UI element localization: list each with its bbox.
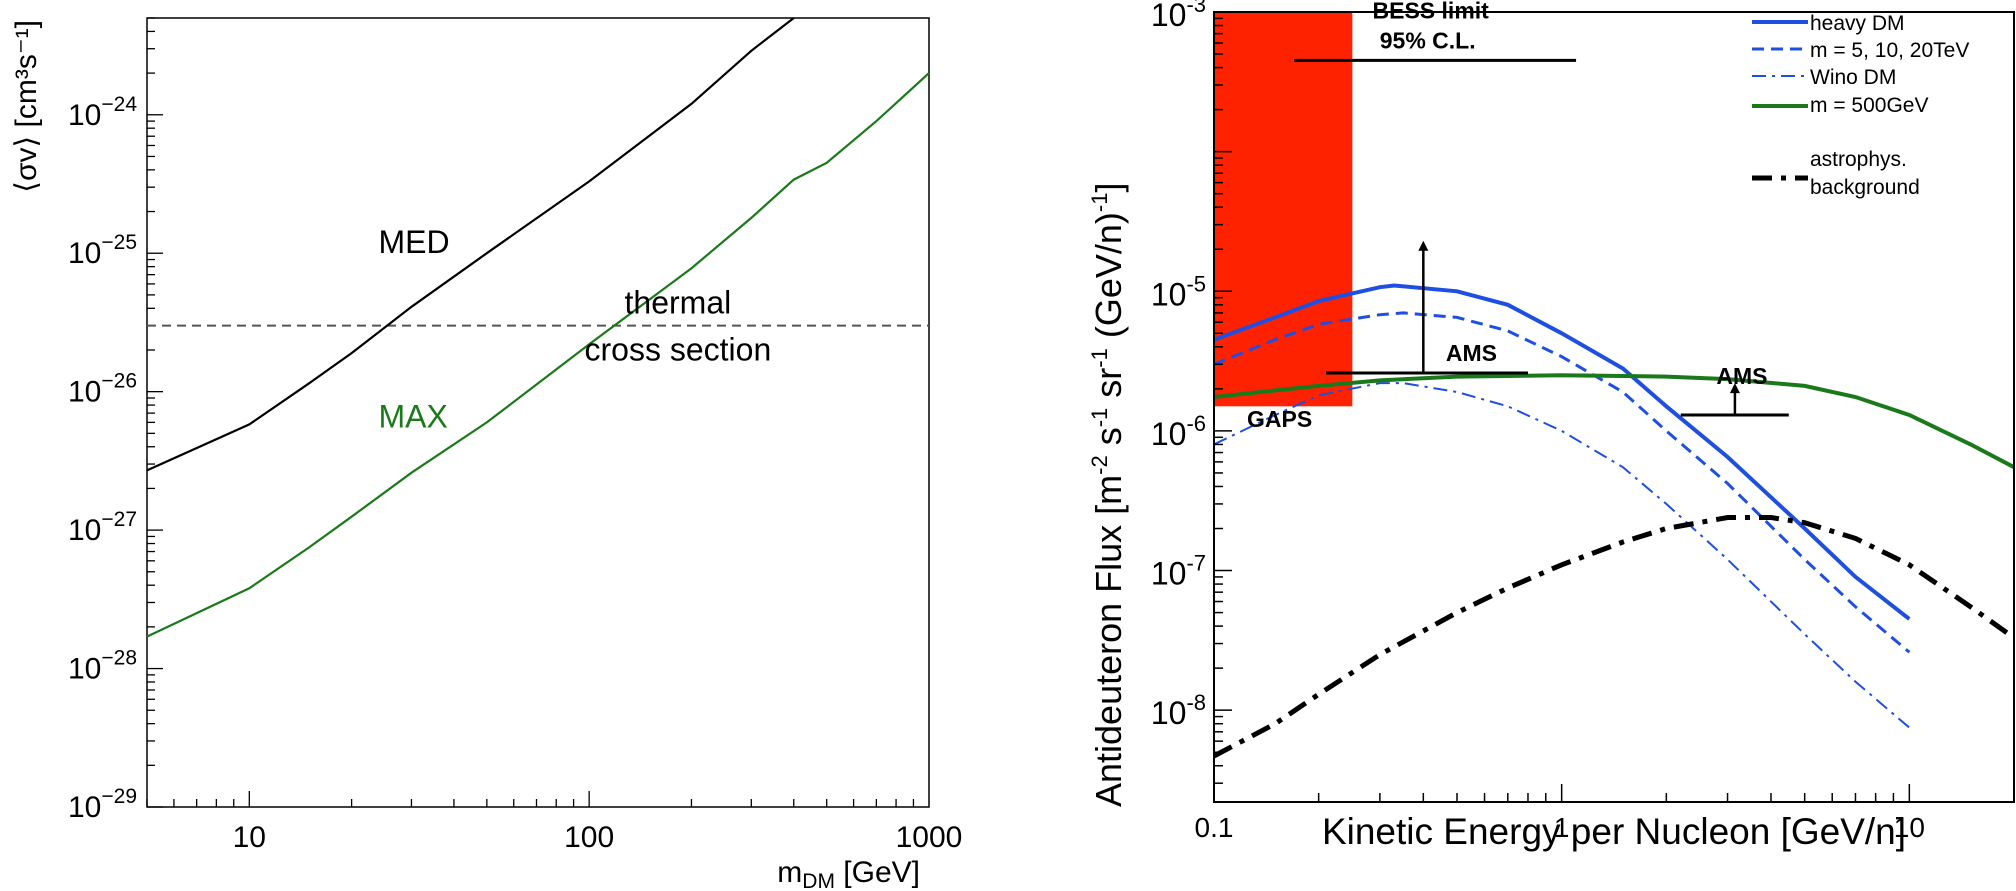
legend-label: background (1810, 176, 1920, 199)
y-tick-label: 10-7 (1151, 551, 1206, 592)
tick-labels-right: 0.1 1 10 10-8 10-7 10-6 10-5 10-3 (1151, 0, 1925, 843)
axis-ticks-right (1213, 17, 2015, 802)
y-tick-label: 10-6 (1151, 411, 1206, 452)
legend-label: heavy DM (1810, 12, 1905, 35)
limit-arrow-head (1418, 240, 1429, 251)
x-axis-label-left: mDM [GeV] (777, 856, 920, 891)
legend-label: m = 500GeV (1810, 94, 1928, 117)
x-tick-label: 1000 (896, 821, 963, 854)
legend-label: astrophys. (1810, 148, 1907, 171)
y-tick-label: 10−28 (68, 647, 137, 686)
legend-right: heavy DM m = 5, 10, 20TeV Wino DM m = 500Ge… (1752, 12, 1969, 199)
gaps-region-group (1214, 12, 1353, 407)
x-tick-label: 10 (1894, 812, 1925, 843)
series-line-max (146, 72, 930, 638)
chart-left: 10 100 100010−2910−2810−2710−2610−2510−24 … (10, 17, 962, 891)
axis-ticks-left (146, 17, 915, 808)
y-tick-label: 10−27 (68, 508, 137, 547)
legend-label: Wino DM (1810, 66, 1896, 89)
tick-labels-left: 10 100 1000 10−29 10−28 10−27 10−26 10−25 10−24 (68, 93, 962, 854)
plot-frame-left (146, 17, 930, 808)
y-tick-label: 10-3 (1151, 0, 1206, 33)
y-axis-label-left: ⟨σv⟩ [cm³s⁻¹] (10, 20, 43, 193)
reference-label-line1: thermal (625, 285, 732, 321)
gaps-label: GAPS (1247, 406, 1312, 432)
y-tick-label: 10-8 (1151, 690, 1206, 731)
series-line-med (146, 17, 795, 472)
x-tick-label: 1 (1554, 812, 1570, 843)
x-tick-label: 100 (564, 821, 614, 854)
series-line-2 (1213, 382, 1910, 729)
gaps-region (1214, 12, 1353, 407)
plot-frame-right (1213, 11, 2015, 803)
y-tick-label: 10−29 (68, 785, 137, 824)
series-line-1 (1213, 311, 1911, 654)
annotation-max: MAX (379, 399, 448, 435)
y-tick-label: 10-5 (1151, 271, 1206, 312)
y-tick-label: 10−25 (68, 231, 137, 270)
y-tick-label: 10−26 (68, 370, 137, 409)
y-tick-label: 10−24 (68, 93, 137, 132)
x-tick-label: 10 (233, 821, 266, 854)
limit-arrow-head (1729, 383, 1740, 394)
series-group-right (1212, 283, 2016, 759)
y-axis-label-right: Antideuteron Flux [m-2 s-1 sr-1 (GeV/n)-… (1087, 183, 1129, 807)
series-line-0 (1213, 283, 1911, 621)
x-axis-label-right: Kinetic Energy per Nucleon [GeV/n] (1322, 811, 1906, 852)
annotation-med: MED (379, 224, 450, 260)
reference-label-line2: cross section (585, 332, 772, 368)
limit-label-ams: AMS (1446, 340, 1497, 366)
limit-label-ams: AMS (1716, 363, 1767, 389)
limit-label-bess-cl: 95% C.L. (1380, 27, 1476, 53)
series-line-3 (1213, 373, 2015, 469)
series-group-left (146, 17, 930, 638)
x-tick-label: 0.1 (1195, 812, 1234, 843)
series-line-4 (1212, 515, 2016, 759)
legend-label: m = 5, 10, 20TeV (1810, 39, 1969, 62)
